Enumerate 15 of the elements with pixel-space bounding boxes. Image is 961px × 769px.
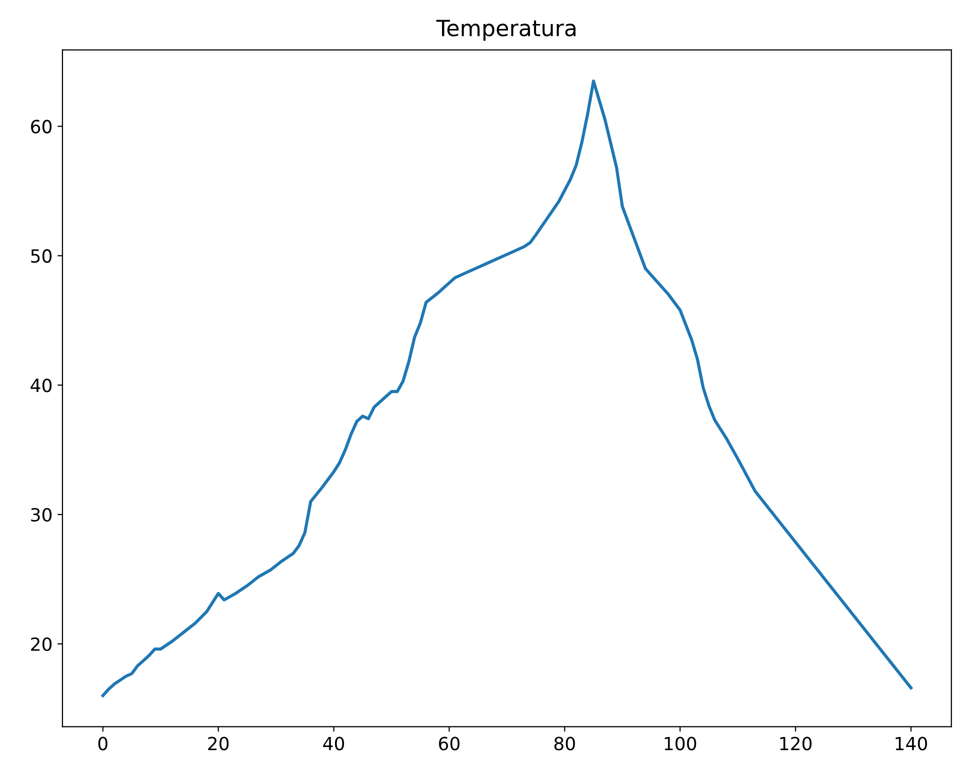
x-tick-label: 60 [438,736,460,750]
chart-title: Temperatura [436,20,576,41]
y-tick-label: 50 [31,249,52,263]
y-tick-label: 60 [31,120,52,134]
y-tick-label: 30 [31,508,52,522]
x-tick-label: 100 [664,736,696,750]
x-tick-label: 120 [780,736,812,750]
x-tick-label: 80 [554,736,575,750]
x-tick-label: 20 [208,736,229,750]
x-tick-label: 0 [98,736,108,750]
y-tick-label: 20 [31,637,52,652]
x-tick-label: 140 [896,736,928,750]
line-series [101,80,913,698]
y-tick-label: 40 [30,378,52,392]
x-tick-label: 40 [323,736,344,750]
